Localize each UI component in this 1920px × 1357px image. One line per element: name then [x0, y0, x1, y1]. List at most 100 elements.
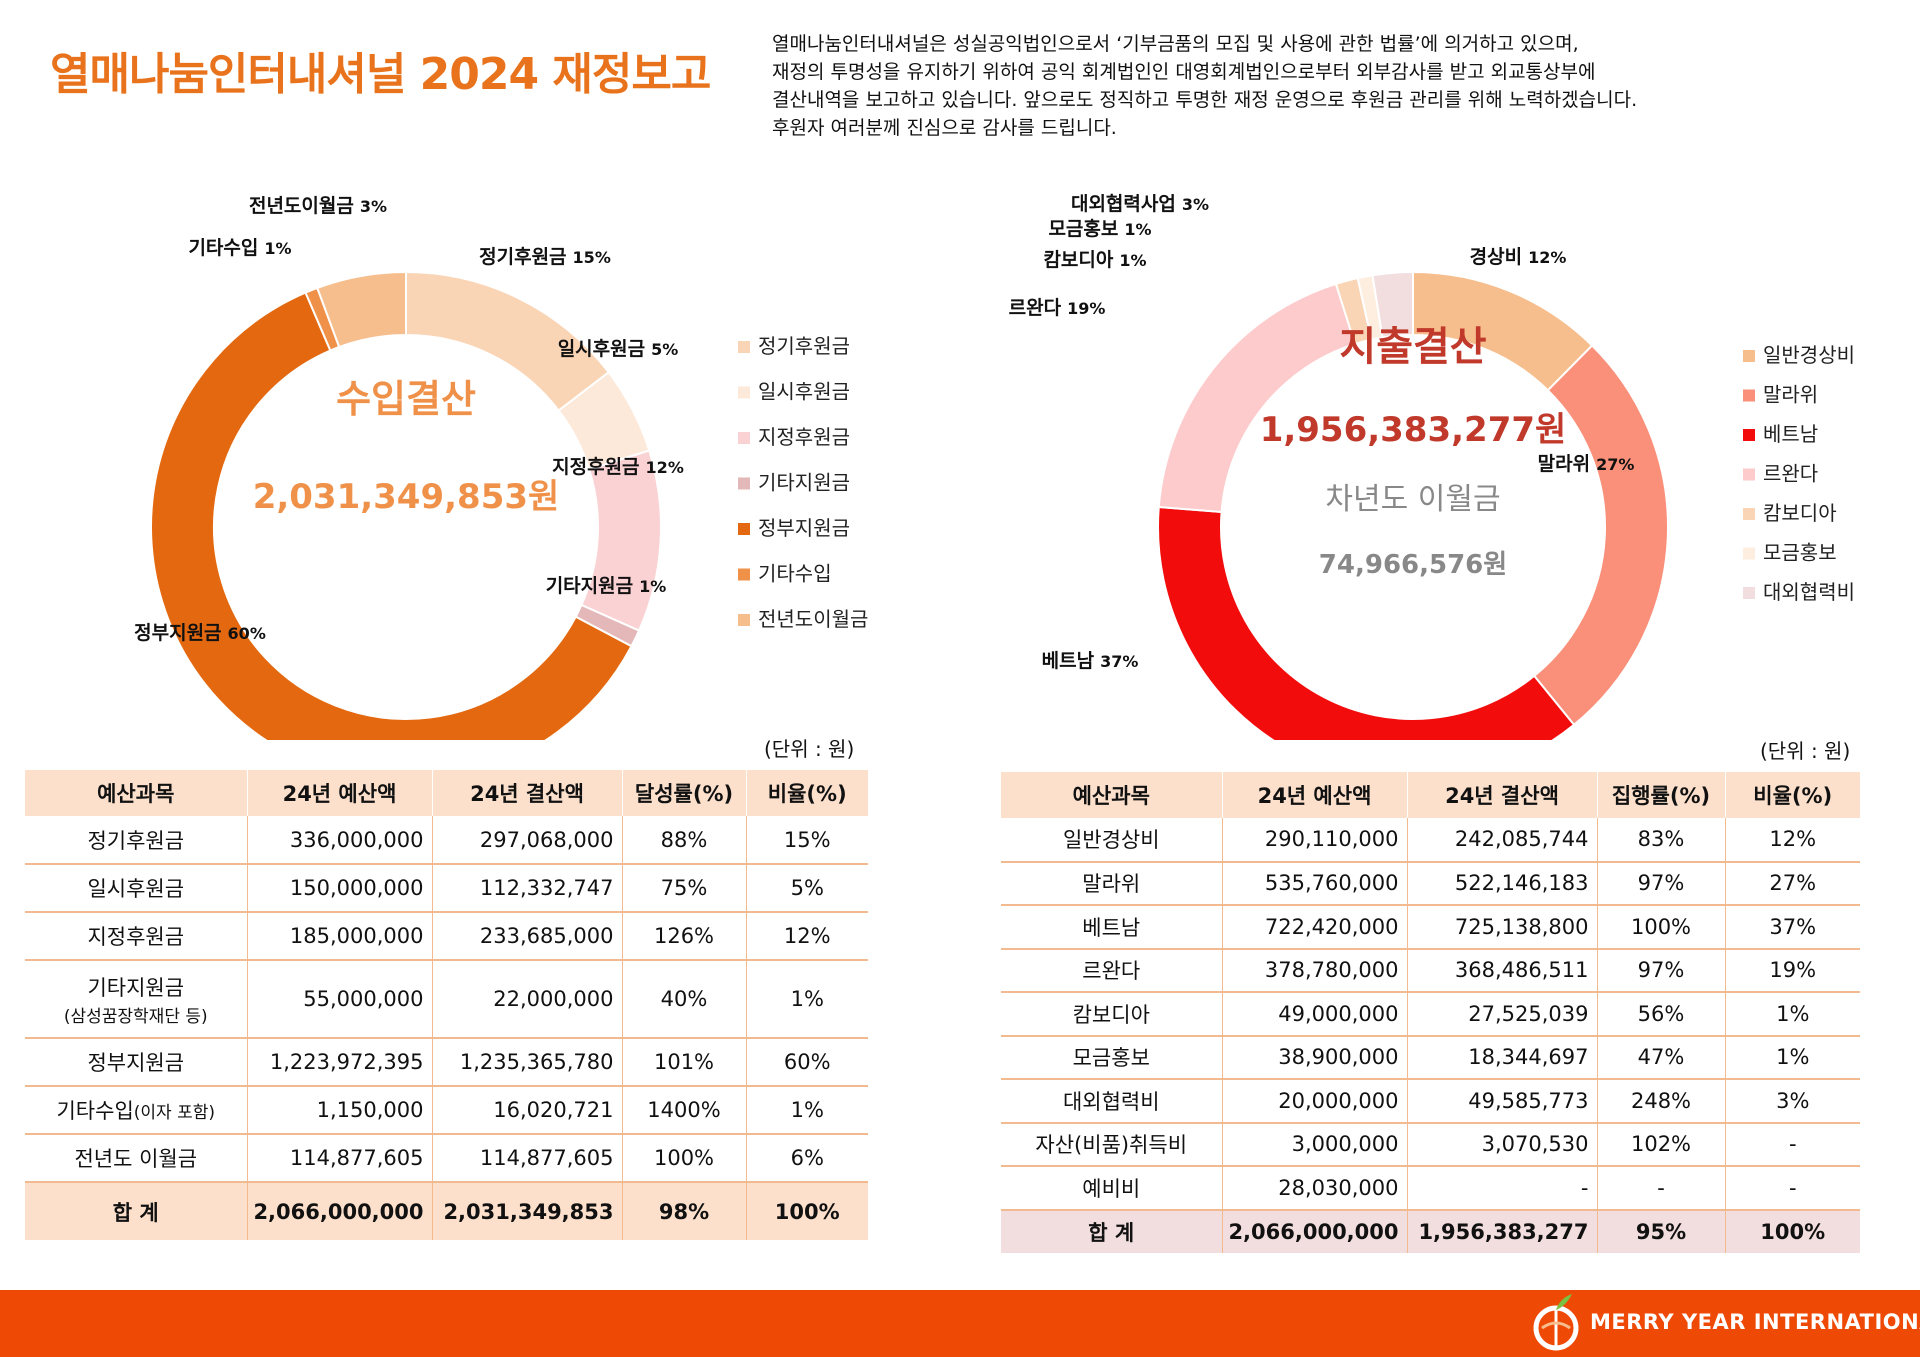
item-cell: 모금홍보	[1001, 1035, 1223, 1080]
legend-label: 베트남	[1763, 422, 1818, 446]
table-row: 모금홍보 38,900,000 18,344,697 47% 1%	[1001, 1035, 1860, 1080]
slice-label: 말라위 27%	[1538, 453, 1635, 475]
table-row: 일반경상비 290,110,000 242,085,744 83% 12%	[1001, 818, 1860, 863]
rate-cell: -	[1597, 1166, 1726, 1211]
table-header-row: 예산과목 24년 예산액 24년 결산액 달성률(%) 비율(%)	[25, 770, 868, 816]
slice-label: 전년도이월금 3%	[249, 195, 387, 217]
slice-label-pct: 1%	[1124, 220, 1151, 239]
item-cell: 말라위	[1001, 861, 1223, 906]
actual-cell: 49,585,773	[1407, 1079, 1598, 1124]
slice-label-pct: 12%	[1528, 248, 1566, 267]
header-cell: 비율(%)	[746, 770, 868, 816]
intro-line: 결산내역을 보고하고 있습니다. 앞으로도 정직하고 투명한 재정 운영으로 후…	[772, 89, 1638, 111]
rate-cell: 126%	[622, 912, 747, 961]
legend-label: 전년도이월금	[758, 607, 868, 631]
item-cell: 르완다	[1001, 948, 1223, 993]
budget-cell: 55,000,000	[247, 960, 433, 1039]
item-cell: 정부지원금	[25, 1038, 248, 1087]
slice-label-name: 모금홍보	[1048, 217, 1118, 240]
total-item-cell: 합 계	[1001, 1209, 1223, 1253]
actual-cell: 3,070,530	[1407, 1122, 1598, 1167]
donut-slice-7	[316, 270, 407, 349]
ratio-cell: 1%	[746, 1086, 868, 1135]
slice-label-name: 캄보디아	[1043, 249, 1113, 271]
slice-label-pct: 12%	[646, 458, 684, 477]
rate-cell: 83%	[1597, 818, 1726, 863]
ratio-cell: 12%	[746, 912, 868, 961]
income-table: 예산과목 24년 예산액 24년 결산액 달성률(%) 비율(%) 정기후원금 3…	[25, 770, 868, 1240]
slice-label-pct: 19%	[1067, 299, 1105, 318]
slice-label: 캄보디아 1%	[1043, 249, 1146, 271]
header-cell: 24년 결산액	[432, 770, 623, 816]
slice-label-pct: 37%	[1100, 652, 1138, 671]
actual-cell: 22,000,000	[432, 960, 623, 1039]
budget-cell: 290,110,000	[1222, 818, 1408, 863]
expense-center-amount: 1,956,383,277원	[1260, 410, 1567, 450]
ratio-cell: 1%	[746, 960, 868, 1039]
legend-label: 말라위	[1763, 383, 1818, 407]
ratio-cell: 37%	[1725, 905, 1860, 950]
header-cell: 예산과목	[25, 770, 248, 816]
table-row: 말라위 535,760,000 522,146,183 97% 27%	[1001, 861, 1860, 906]
table-row: 전년도 이월금 114,877,605 114,877,605 100% 6%	[25, 1134, 868, 1183]
item-cell: 예비비	[1001, 1166, 1223, 1211]
table-row: 르완다 378,780,000 368,486,511 97% 19%	[1001, 948, 1860, 993]
slice-label: 정부지원금 60%	[134, 622, 266, 644]
item-note: (이자 포함)	[133, 1103, 215, 1123]
actual-cell: 112,332,747	[432, 864, 623, 913]
total-budget-cell: 2,066,000,000	[247, 1182, 433, 1240]
table-row: 예비비 28,030,000- - -	[1001, 1166, 1860, 1211]
legend-swatch	[738, 477, 750, 490]
item-cell: 정기후원금	[25, 816, 248, 865]
ratio-cell: -	[1725, 1166, 1860, 1211]
slice-label-pct: 3%	[360, 197, 387, 216]
legend-label: 기타지원금	[758, 471, 850, 495]
budget-cell: 20,000,000	[1222, 1079, 1408, 1124]
expense-center-title: 지출결산	[1339, 324, 1486, 370]
table-row: 정기후원금 336,000,000 297,068,000 88% 15%	[25, 816, 868, 865]
ratio-cell: 27%	[1725, 861, 1860, 906]
expense-table: 예산과목 24년 예산액 24년 결산액 집행률(%) 비율(%) 일반경상비 2…	[1001, 772, 1860, 1253]
rate-cell: 100%	[1597, 905, 1726, 950]
total-item-cell: 합 계	[25, 1182, 248, 1240]
budget-cell: 185,000,000	[247, 912, 433, 961]
item-name: 기타수입	[56, 1099, 134, 1123]
actual-cell: 27,525,039	[1407, 992, 1598, 1037]
budget-cell: 28,030,000	[1222, 1166, 1408, 1211]
legend-label: 일반경상비	[1763, 343, 1855, 367]
slice-label: 지정후원금 12%	[552, 456, 684, 478]
slice-label-name: 대외협력사업	[1071, 193, 1176, 215]
item-note: (삼성꿈장학재단 등)	[63, 1006, 208, 1027]
intro-line: 열매나눔인터내셔널은 성실공익법인으로서 ‘기부금품의 모집 및 사용에 관한 …	[772, 33, 1579, 55]
rate-cell: 47%	[1597, 1035, 1726, 1080]
table-row: 기타수입(이자 포함) 1,150,000 16,020,721 1400% 1%	[25, 1086, 868, 1135]
budget-cell: 535,760,000	[1222, 861, 1408, 906]
legend-label: 대외협력비	[1763, 580, 1855, 604]
total-ratio-cell: 100%	[1725, 1209, 1860, 1253]
slice-label-pct: 3%	[1182, 195, 1209, 214]
slice-label: 모금홍보 1%	[1048, 217, 1151, 240]
slice-label: 베트남 37%	[1042, 650, 1139, 672]
slice-label-pct: 5%	[651, 340, 678, 359]
total-rate-cell: 98%	[622, 1182, 747, 1240]
item-cell: 전년도 이월금	[25, 1134, 248, 1183]
legend-swatch	[1743, 587, 1755, 599]
rate-cell: 40%	[622, 960, 747, 1039]
table-row: 자산(비품)취득비 3,000,000 3,070,530 102% -	[1001, 1122, 1860, 1167]
actual-cell: 114,877,605	[432, 1134, 623, 1183]
ratio-cell: -	[1725, 1122, 1860, 1167]
page-title: 열매나눔인터내셔널 2024 재정보고	[50, 49, 711, 100]
header-cell: 24년 결산액	[1407, 772, 1598, 818]
legend-swatch	[738, 432, 750, 444]
income-unit-label: (단위 : 원)	[764, 737, 855, 761]
expense-unit-label: (단위 : 원)	[1760, 739, 1851, 763]
rate-cell: 100%	[622, 1134, 747, 1183]
legend-label: 모금홍보	[1763, 541, 1837, 565]
slice-label: 경상비 12%	[1470, 246, 1567, 268]
header-cell: 달성률(%)	[622, 770, 747, 816]
total-budget-cell: 2,066,000,000	[1222, 1209, 1408, 1253]
budget-cell: 336,000,000	[247, 816, 433, 865]
intro-line: 재정의 투명성을 유지하기 위하여 공익 회계법인인 대영회계법인으로부터 외부…	[772, 61, 1596, 83]
rate-cell: 248%	[1597, 1079, 1726, 1124]
slice-label-pct: 1%	[639, 577, 666, 596]
